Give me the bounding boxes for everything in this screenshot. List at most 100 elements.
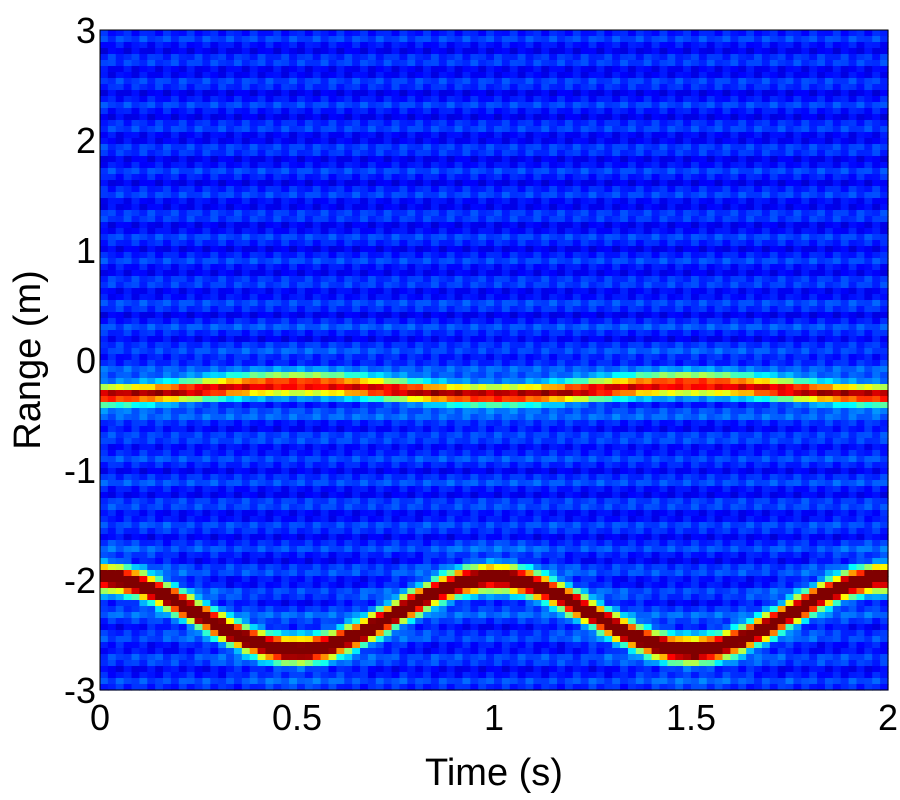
heatmap-cell xyxy=(375,336,385,343)
heatmap-cell xyxy=(391,288,401,295)
heatmap-cell xyxy=(178,564,188,571)
heatmap-cell xyxy=(391,402,401,409)
heatmap-cell xyxy=(375,384,385,391)
heatmap-cell xyxy=(312,354,322,361)
heatmap-cell xyxy=(438,534,448,541)
heatmap-cell xyxy=(328,432,337,439)
heatmap-cell xyxy=(218,30,227,37)
heatmap-cell xyxy=(131,294,140,301)
heatmap-cell xyxy=(265,216,274,223)
heatmap-cell xyxy=(297,636,306,643)
heatmap-cell xyxy=(438,318,448,325)
heatmap-cell xyxy=(383,564,393,571)
heatmap-cell xyxy=(210,408,219,415)
heatmap-cell xyxy=(139,354,148,361)
heatmap-cell xyxy=(163,510,172,517)
heatmap-cell xyxy=(391,510,401,517)
heatmap-cell xyxy=(139,384,148,391)
heatmap-cell xyxy=(281,198,290,205)
heatmap-cell xyxy=(107,450,117,457)
heatmap-cell xyxy=(415,384,424,391)
heatmap-cell xyxy=(304,108,314,115)
heatmap-cell xyxy=(147,300,156,307)
heatmap-cell xyxy=(123,582,133,589)
heatmap-cell xyxy=(163,180,172,187)
heatmap-cell xyxy=(281,672,290,679)
heatmap-cell xyxy=(226,240,235,247)
heatmap-cell xyxy=(194,474,204,481)
heatmap-cell xyxy=(289,180,298,187)
heatmap-cell xyxy=(107,264,117,271)
heatmap-cell xyxy=(186,378,196,385)
heatmap-cell xyxy=(163,552,172,559)
heatmap-cell xyxy=(430,672,440,679)
heatmap-cell xyxy=(383,246,393,253)
heatmap-cell xyxy=(226,126,235,133)
heatmap-cell xyxy=(289,330,298,337)
heatmap-cell xyxy=(163,66,172,73)
heatmap-cell xyxy=(391,624,401,631)
heatmap-cell xyxy=(328,648,337,655)
heatmap-cell xyxy=(367,312,377,319)
heatmap-cell xyxy=(210,414,219,421)
heatmap-cell xyxy=(186,54,196,61)
heatmap-cell xyxy=(107,36,117,43)
heatmap-cell xyxy=(265,672,274,679)
heatmap-cell xyxy=(352,402,361,409)
heatmap-cell xyxy=(391,180,401,187)
heatmap-cell xyxy=(115,558,125,565)
heatmap-cell xyxy=(367,168,377,175)
heatmap-cell xyxy=(107,576,117,583)
heatmap-cell xyxy=(115,396,125,403)
heatmap-cell xyxy=(407,54,416,61)
heatmap-cell xyxy=(226,36,235,43)
heatmap-cell xyxy=(202,564,211,571)
heatmap-cell xyxy=(210,672,219,679)
heatmap-cell xyxy=(186,570,196,577)
heatmap-cell xyxy=(328,384,337,391)
heatmap-cell xyxy=(123,534,133,541)
heatmap-cell xyxy=(147,126,156,133)
heatmap-cell xyxy=(383,342,393,349)
heatmap-cell xyxy=(399,108,408,115)
heatmap-cell xyxy=(139,342,148,349)
heatmap-cell xyxy=(289,360,298,367)
heatmap-cell xyxy=(131,450,140,457)
heatmap-cell xyxy=(241,576,251,583)
heatmap-cell xyxy=(438,42,448,49)
heatmap-cell xyxy=(367,450,377,457)
heatmap-cell xyxy=(163,84,172,91)
heatmap-cell xyxy=(210,90,219,97)
heatmap-cell xyxy=(155,114,164,121)
heatmap-cell xyxy=(257,30,267,37)
heatmap-cell xyxy=(257,444,267,451)
heatmap-cell xyxy=(210,114,219,121)
heatmap-cell xyxy=(281,336,290,343)
heatmap-cell xyxy=(399,372,408,379)
heatmap-cell xyxy=(289,666,298,673)
heatmap-cell xyxy=(415,372,424,379)
heatmap-cell xyxy=(257,648,267,655)
heatmap-cell xyxy=(367,534,377,541)
heatmap-cell xyxy=(328,192,337,199)
heatmap-cell xyxy=(352,276,361,283)
heatmap-cell xyxy=(289,558,298,565)
heatmap-cell xyxy=(194,102,204,109)
heatmap-cell xyxy=(115,174,125,181)
heatmap-cell xyxy=(178,204,188,211)
heatmap-cell xyxy=(304,120,314,127)
heatmap-cell xyxy=(218,204,227,211)
heatmap-cell xyxy=(218,198,227,205)
heatmap-cell xyxy=(123,468,133,475)
heatmap-cell xyxy=(123,198,133,205)
heatmap-cell xyxy=(281,228,290,235)
heatmap-cell xyxy=(360,402,369,409)
heatmap-cell xyxy=(178,486,188,493)
heatmap-cell xyxy=(163,534,172,541)
heatmap-cell xyxy=(115,216,125,223)
heatmap-cell xyxy=(163,588,172,595)
heatmap-cell xyxy=(210,204,219,211)
heatmap-cell xyxy=(123,30,133,37)
heatmap-cell xyxy=(352,192,361,199)
heatmap-cell xyxy=(438,300,448,307)
